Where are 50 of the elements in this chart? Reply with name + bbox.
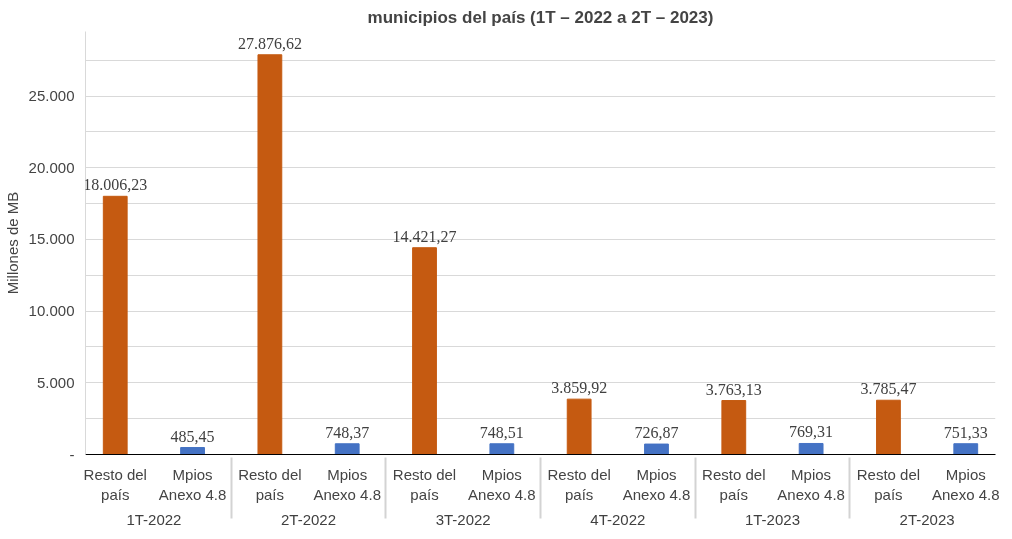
text: 1T-2023 <box>744 510 800 528</box>
data-label: 18.006,23 <box>83 176 148 194</box>
x-tick-label: Mpios Anexo 4.8 <box>158 465 227 503</box>
bar <box>412 247 437 455</box>
data-label: 751,33 <box>943 423 988 441</box>
bar <box>721 400 747 455</box>
data-label: 485,45 <box>170 427 215 445</box>
y-tick-label: 20.000 <box>28 158 75 176</box>
bar <box>876 399 901 455</box>
bar <box>798 442 824 455</box>
x-tick-label: Resto del país <box>856 465 921 503</box>
data-label: 748,37 <box>325 423 370 441</box>
x-tick-label: Mpios Anexo 4.8 <box>468 465 536 503</box>
bar <box>953 443 979 455</box>
y-axis-title: Millones de MB <box>3 191 21 295</box>
x-tick-label: Resto del país <box>83 465 147 503</box>
bar <box>489 443 515 455</box>
x-tick-label: Mpios Anexo 4.8 <box>313 465 381 503</box>
x-tick-label: Mpios Anexo 4.8 <box>622 465 691 503</box>
text: 3T-2022 <box>435 510 491 528</box>
text: 2T-2023 <box>899 510 955 528</box>
bar <box>257 54 283 455</box>
data-label: 748,51 <box>479 423 524 441</box>
x-tick-label: Mpios Anexo 4.8 <box>777 465 845 503</box>
x-tick-label: Mpios Anexo 4.8 <box>931 465 1000 503</box>
data-label: 3.859,92 <box>551 379 608 397</box>
x-tick-label: Resto del país <box>238 465 302 503</box>
text: 1T-2022 <box>126 510 182 528</box>
text: 2T-2022 <box>281 510 337 528</box>
y-tick-label: 25.000 <box>28 87 75 105</box>
y-tick-label: 10.000 <box>28 302 75 320</box>
bar <box>102 195 128 455</box>
bar <box>566 398 592 455</box>
y-tick-label: - <box>69 445 75 463</box>
data-label: 14.421,27 <box>392 227 457 245</box>
x-tick-label: Resto del país <box>392 465 457 503</box>
bar <box>334 443 360 455</box>
x-tick-label: Resto del país <box>702 465 766 503</box>
x-tick-label: Resto del país <box>547 465 611 503</box>
data-label: 769,31 <box>789 423 834 441</box>
text: 4T-2022 <box>590 510 646 528</box>
chart-title: municipios del país (1T – 2022 a 2T – 2023) <box>367 7 714 27</box>
y-tick-label: 5.000 <box>36 373 75 391</box>
data-label: 3.763,13 <box>705 380 762 398</box>
data-label: 3.785,47 <box>860 380 917 398</box>
data-label: 27.876,62 <box>237 34 302 52</box>
bar <box>180 447 205 455</box>
data-label: 726,87 <box>634 424 679 442</box>
y-tick-label: 15.000 <box>28 230 75 248</box>
bar <box>644 443 669 455</box>
